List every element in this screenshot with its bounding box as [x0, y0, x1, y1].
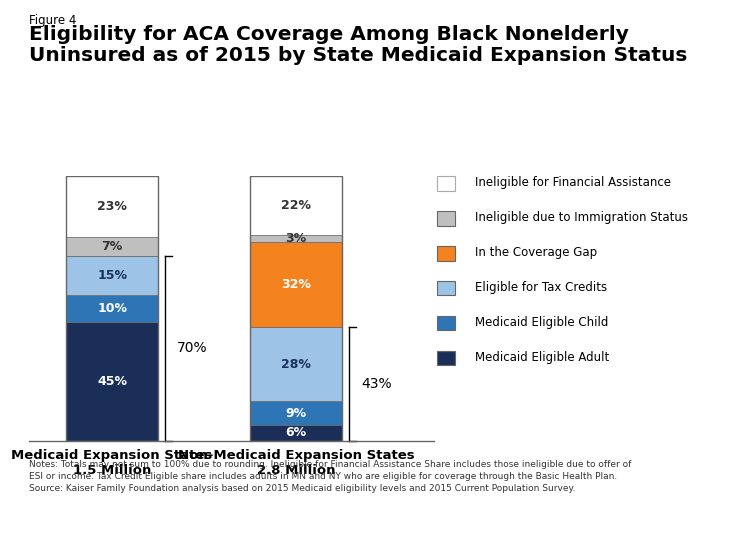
Text: Eligibility for ACA Coverage Among Black Nonelderly
Uninsured as of 2015 by Stat: Eligibility for ACA Coverage Among Black…: [29, 25, 688, 65]
Text: 7%: 7%: [101, 240, 123, 253]
Bar: [66, 295, 158, 322]
Text: THE HENRY J.: THE HENRY J.: [657, 479, 703, 484]
Text: Medicaid Eligible Adult: Medicaid Eligible Adult: [475, 351, 609, 364]
FancyBboxPatch shape: [437, 246, 455, 261]
Text: In the Coverage Gap: In the Coverage Gap: [475, 246, 597, 259]
FancyBboxPatch shape: [437, 281, 455, 295]
FancyBboxPatch shape: [437, 176, 455, 191]
Bar: [250, 425, 342, 441]
Text: 6%: 6%: [285, 426, 306, 439]
Bar: [250, 327, 342, 401]
Text: Ineligible for Financial Assistance: Ineligible for Financial Assistance: [475, 176, 671, 189]
Bar: [66, 322, 158, 441]
Text: KAISER: KAISER: [655, 491, 706, 504]
Text: 32%: 32%: [281, 278, 311, 291]
Text: FOUNDATION: FOUNDATION: [654, 527, 706, 532]
Text: 23%: 23%: [97, 200, 127, 213]
Bar: [250, 176, 342, 441]
Text: FAMILY: FAMILY: [662, 509, 699, 518]
Text: Eligible for Tax Credits: Eligible for Tax Credits: [475, 281, 607, 294]
Bar: [66, 176, 158, 237]
Text: 43%: 43%: [361, 377, 392, 391]
Text: 10%: 10%: [97, 302, 127, 315]
Text: 3%: 3%: [285, 232, 306, 245]
Bar: [66, 256, 158, 295]
FancyBboxPatch shape: [437, 211, 455, 226]
FancyBboxPatch shape: [437, 350, 455, 365]
Bar: [250, 242, 342, 327]
Text: Ineligible due to Immigration Status: Ineligible due to Immigration Status: [475, 211, 688, 224]
Text: 28%: 28%: [281, 358, 311, 371]
Bar: [66, 237, 158, 256]
Text: Notes: Totals may not sum to 100% due to rounding. Ineligible for Financial Assi: Notes: Totals may not sum to 100% due to…: [29, 460, 632, 493]
Bar: [250, 176, 342, 235]
Text: 15%: 15%: [97, 269, 127, 282]
Text: Medicaid Eligible Child: Medicaid Eligible Child: [475, 316, 608, 329]
Text: 9%: 9%: [285, 407, 306, 419]
Text: 45%: 45%: [97, 375, 127, 388]
Bar: [250, 401, 342, 425]
Bar: [250, 235, 342, 242]
Bar: [66, 176, 158, 441]
Text: Figure 4: Figure 4: [29, 14, 76, 27]
Text: 22%: 22%: [281, 199, 311, 212]
Text: 70%: 70%: [177, 341, 208, 355]
FancyBboxPatch shape: [437, 316, 455, 331]
